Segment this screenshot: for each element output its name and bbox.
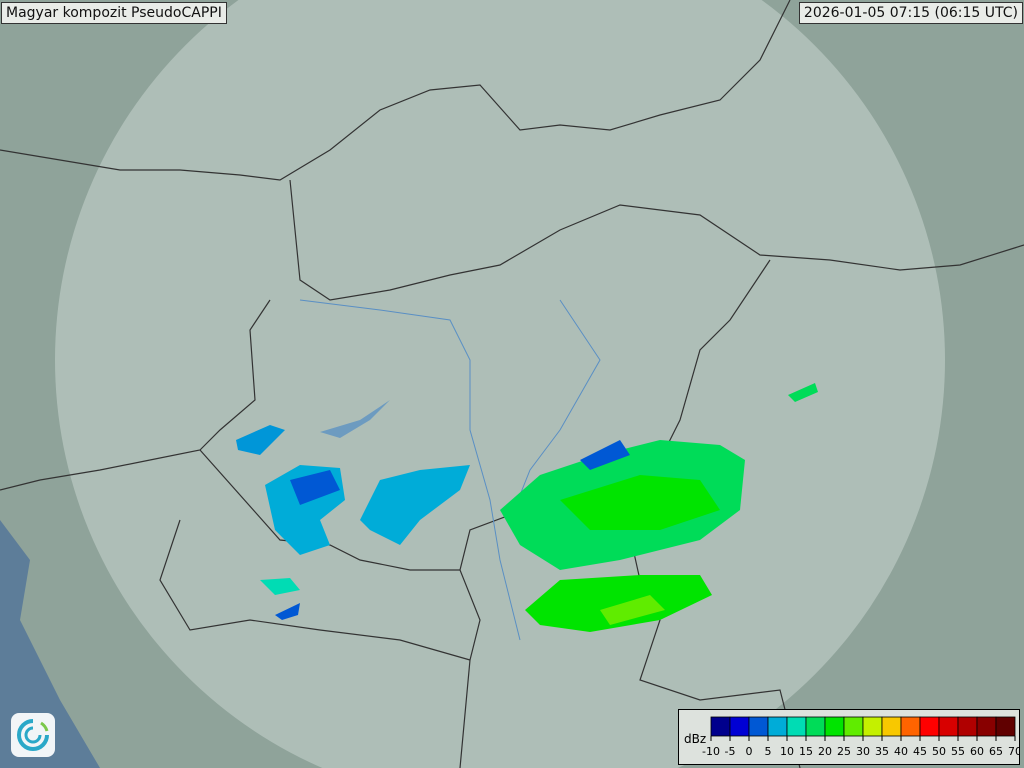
legend-swatch [805,716,826,737]
legend-tick-label: 55 [951,745,965,758]
legend-swatch [938,716,959,737]
timestamp: 2026-01-05 07:15 (06:15 UTC) [798,2,1023,24]
legend-tick-label: 15 [799,745,813,758]
rivers [299,299,601,641]
radar-coverage-area [55,0,945,768]
legend-swatch [976,716,997,737]
lake-balaton [320,400,390,438]
legend-unit: dBz [684,732,707,746]
legend-swatch [843,716,864,737]
legend-tick-label: 10 [780,745,794,758]
legend-tick-label: 5 [765,745,772,758]
legend-tick-label: 60 [970,745,984,758]
product-title: Magyar kompozit PseudoCAPPI [1,2,227,24]
legend-tick-label: 20 [818,745,832,758]
legend-tick-label: 45 [913,745,927,758]
legend-swatch [824,716,845,737]
legend-tick-label: -10 [702,745,720,758]
met-service-logo [11,713,55,757]
legend-swatch [900,716,921,737]
legend-tick-label: 65 [989,745,1003,758]
legend-swatch [748,716,769,737]
legend-tick-label: 40 [894,745,908,758]
legend-swatch [957,716,978,737]
dbz-legend: dBz -10 -5 0 5 10 15 20 25 30 35 40 45 50 55 60 65 70 [678,709,1020,765]
color-scale: -10 -5 0 5 10 15 20 25 30 35 40 45 50 55 60 65 70 [702,716,1019,758]
legend-swatch [862,716,883,737]
legend-swatch [767,716,788,737]
precipitation-echoes [236,383,818,632]
legend-tick-label: 30 [856,745,870,758]
legend-tick-label: 35 [875,745,889,758]
legend-swatch [710,716,731,737]
legend-swatch [995,716,1016,737]
legend-tick-label: -5 [725,745,736,758]
adriatic-sea [0,520,100,768]
legend-swatch [881,716,902,737]
legend-tick-label: 25 [837,745,851,758]
legend-swatch [919,716,940,737]
legend-tick-label: 50 [932,745,946,758]
swirl-logo-icon [17,719,49,751]
legend-swatch [786,716,807,737]
legend-tick-label: 70 [1008,745,1019,758]
legend-tick-label: 0 [746,745,753,758]
legend-swatch [729,716,750,737]
